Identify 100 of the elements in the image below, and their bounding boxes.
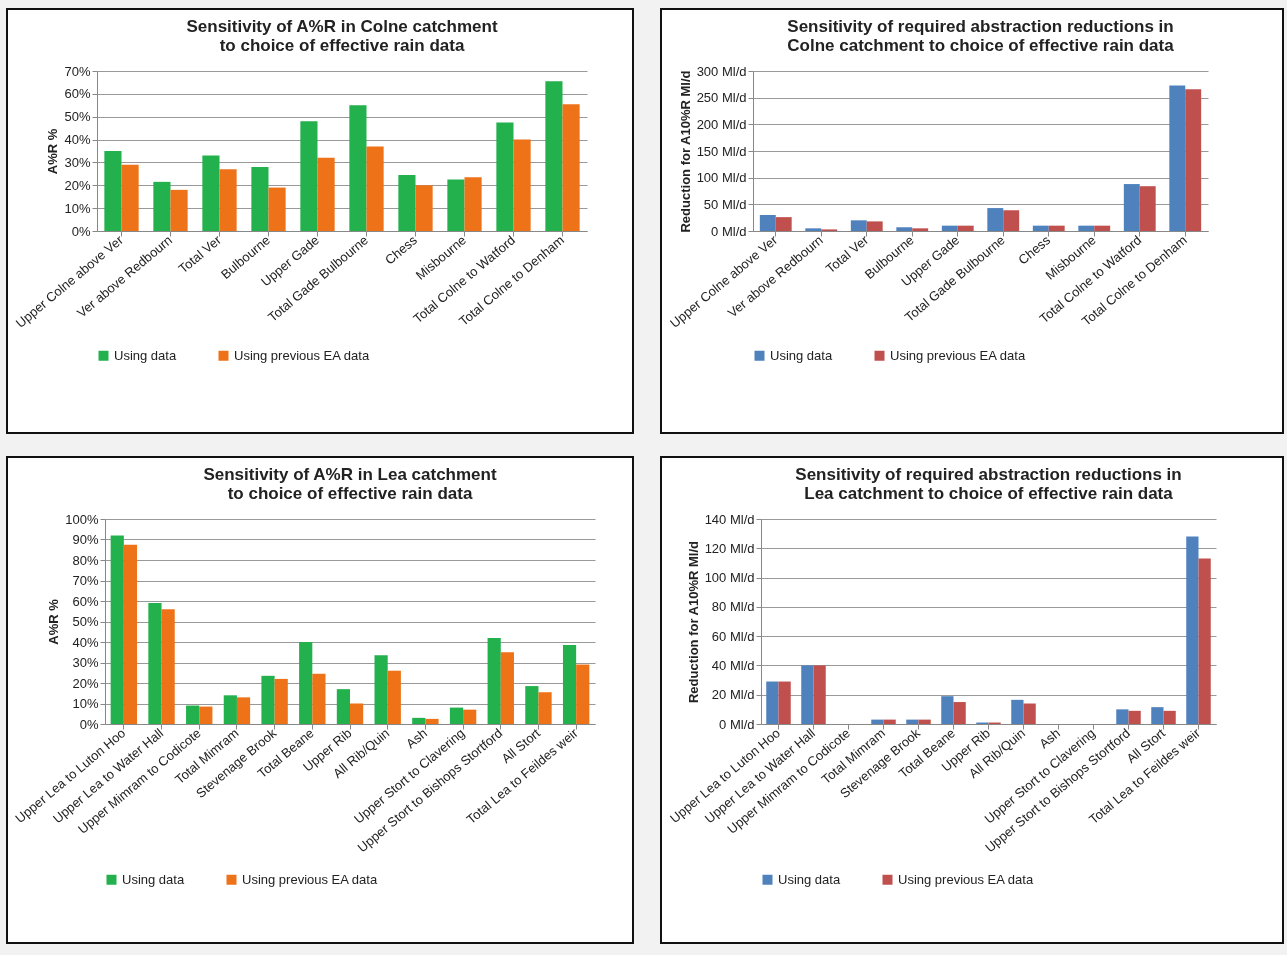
bar xyxy=(941,225,958,231)
y-tick-label: 30% xyxy=(72,655,99,670)
bar xyxy=(236,697,251,724)
y-tick-label: 0% xyxy=(79,716,99,732)
bar xyxy=(813,665,826,724)
bar xyxy=(487,637,501,724)
bar xyxy=(500,652,514,724)
y-tick-label: 200 Ml/d xyxy=(696,116,747,132)
legend-label: Using data xyxy=(778,871,841,887)
bar xyxy=(953,702,966,724)
bar xyxy=(1023,703,1036,724)
y-tick-label: 300 Ml/d xyxy=(696,63,747,79)
bar xyxy=(496,122,514,231)
bar xyxy=(766,681,779,724)
bar xyxy=(464,177,482,231)
bar xyxy=(1128,710,1141,724)
bar xyxy=(1139,186,1156,231)
y-tick-label: 60 Ml/d xyxy=(711,628,755,644)
bar xyxy=(576,664,590,724)
bar xyxy=(801,665,814,724)
y-tick-label: 40% xyxy=(64,132,91,148)
y-tick-label: 20 Ml/d xyxy=(711,687,755,703)
bar xyxy=(562,645,577,724)
y-axis-title: A%R % xyxy=(45,128,61,175)
bar xyxy=(387,670,401,724)
y-tick-label: 40 Ml/d xyxy=(711,657,755,673)
bar xyxy=(1123,184,1140,231)
legend-label: Using previous EA data xyxy=(242,871,378,887)
legend-label: Using data xyxy=(770,347,833,363)
legend-label: Using previous EA data xyxy=(898,871,1034,887)
chart-title: Sensitivity of required abstraction reductions in Colne catchment to choice of effective rain data xyxy=(787,17,1175,55)
y-tick-label: 90% xyxy=(72,532,99,547)
bar xyxy=(1185,89,1202,231)
y-axis-title: Reduction for A10%R Ml/d xyxy=(677,70,693,233)
y-tick-label: 20% xyxy=(64,177,91,193)
bar xyxy=(223,695,237,724)
bar xyxy=(202,155,220,231)
bar xyxy=(1169,85,1186,231)
bar xyxy=(896,227,913,231)
bar xyxy=(317,157,335,231)
bar xyxy=(153,181,171,231)
bar xyxy=(775,217,792,231)
legend-label: Using data xyxy=(122,871,185,887)
y-tick-label: 80 Ml/d xyxy=(711,599,755,615)
bar xyxy=(336,689,350,724)
bar xyxy=(805,228,822,231)
bar xyxy=(186,705,200,724)
legend-label: Using data xyxy=(114,347,177,363)
y-tick-label: 50% xyxy=(72,614,99,629)
bar xyxy=(1011,699,1024,724)
bar xyxy=(415,185,433,231)
chart-title: Sensitivity of required abstraction reductions in Lea catchment to choice of effective rain data xyxy=(795,465,1182,503)
bar xyxy=(1094,225,1111,231)
bar xyxy=(850,220,867,231)
y-tick-label: 100 Ml/d xyxy=(704,570,755,586)
bar xyxy=(123,544,138,724)
y-tick-label: 50% xyxy=(64,109,91,125)
y-axis-title: Reduction for A10%R Ml/d xyxy=(685,540,701,704)
y-tick-label: 140 Ml/d xyxy=(704,511,755,527)
bar xyxy=(1151,707,1164,724)
bar xyxy=(300,121,318,231)
y-tick-label: 100 Ml/d xyxy=(696,170,747,186)
y-tick-label: 60% xyxy=(72,593,99,609)
y-tick-label: 100% xyxy=(65,511,99,527)
y-tick-label: 30% xyxy=(64,154,91,170)
bar xyxy=(312,673,326,724)
y-tick-label: 0 Ml/d xyxy=(711,223,747,239)
bar xyxy=(941,696,954,724)
bar xyxy=(1048,225,1065,231)
chart-title: Sensitivity of A%R in Lea catchment to choice of effective rain data xyxy=(203,465,497,503)
bar xyxy=(1116,709,1129,724)
bar xyxy=(1198,558,1211,724)
bar xyxy=(1163,710,1176,724)
bar xyxy=(513,139,531,231)
bar xyxy=(104,151,122,231)
y-tick-label: 70% xyxy=(64,63,91,79)
y-tick-label: 70% xyxy=(72,573,99,588)
bar xyxy=(110,535,124,724)
bar xyxy=(957,225,974,231)
y-axis-title: A%R % xyxy=(46,598,62,645)
bar xyxy=(219,169,237,231)
bar xyxy=(350,703,364,724)
bar xyxy=(251,167,269,231)
chart-title: Sensitivity of A%R in Colne catchment to choice of effective rain data xyxy=(186,17,498,55)
bar xyxy=(366,146,384,231)
bar xyxy=(349,105,367,231)
y-tick-label: 60% xyxy=(64,86,91,102)
bar xyxy=(562,104,580,231)
y-tick-label: 10% xyxy=(72,696,99,711)
bar xyxy=(449,707,464,724)
y-tick-label: 0 Ml/d xyxy=(719,716,755,732)
bar xyxy=(374,655,388,724)
y-tick-label: 150 Ml/d xyxy=(696,143,747,159)
bar xyxy=(912,228,929,231)
bar xyxy=(545,81,563,231)
y-tick-label: 20% xyxy=(72,675,99,691)
bar xyxy=(778,681,791,724)
bar xyxy=(425,718,439,724)
bar xyxy=(170,189,188,231)
y-tick-label: 80% xyxy=(72,552,99,568)
